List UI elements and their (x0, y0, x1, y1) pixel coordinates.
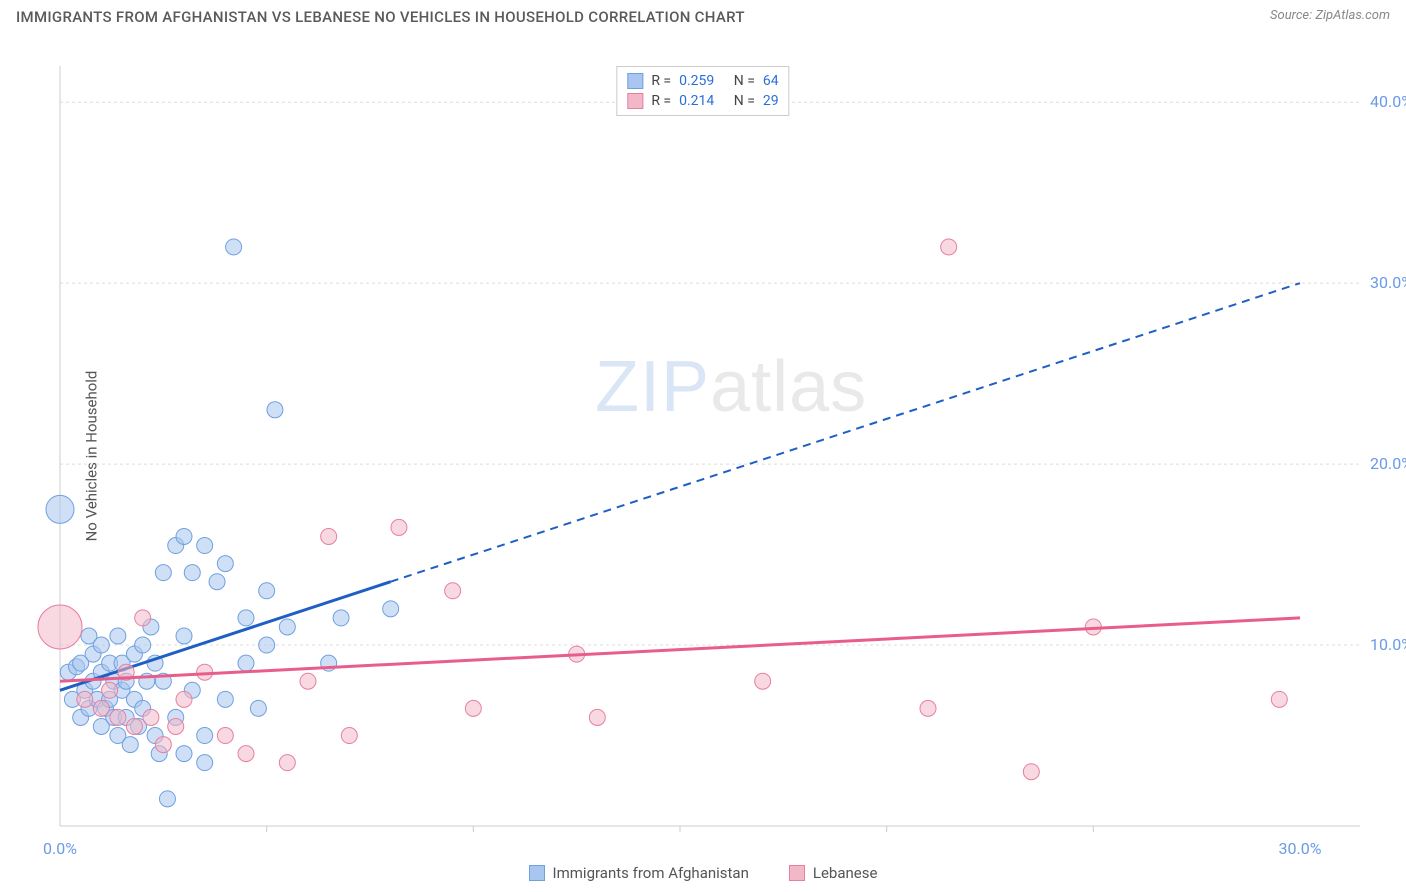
svg-text:10.0%: 10.0% (1370, 635, 1406, 654)
svg-text:30.0%: 30.0% (1279, 839, 1322, 858)
r-label: R = (651, 73, 671, 89)
swatch-lebanese (627, 93, 643, 109)
swatch-afghanistan (627, 73, 643, 89)
svg-text:0.0%: 0.0% (43, 839, 77, 858)
correlation-legend: R = 0.259 N = 64 R = 0.214 N = 29 (616, 66, 789, 116)
n-label: N = (734, 93, 755, 109)
swatch-lebanese (789, 865, 805, 881)
n-value-lebanese: 29 (763, 93, 779, 109)
chart-title: IMMIGRANTS FROM AFGHANISTAN VS LEBANESE … (16, 8, 745, 26)
svg-text:30.0%: 30.0% (1370, 273, 1406, 292)
source-attribution: Source: ZipAtlas.com (1270, 8, 1390, 26)
r-label: R = (651, 93, 671, 109)
legend-item-afghanistan: Immigrants from Afghanistan (529, 864, 749, 882)
series-name-afghanistan: Immigrants from Afghanistan (553, 864, 749, 882)
source-link[interactable]: ZipAtlas.com (1315, 8, 1390, 23)
svg-text:40.0%: 40.0% (1370, 92, 1406, 111)
legend-row-lebanese: R = 0.214 N = 29 (627, 91, 778, 111)
series-name-lebanese: Lebanese (813, 864, 878, 882)
chart-container: No Vehicles in Household ZIPatlas 10.0%2… (0, 26, 1406, 886)
n-value-afghanistan: 64 (763, 73, 779, 89)
header: IMMIGRANTS FROM AFGHANISTAN VS LEBANESE … (0, 0, 1406, 26)
r-value-afghanistan: 0.259 (679, 73, 714, 89)
swatch-afghanistan (529, 865, 545, 881)
r-value-lebanese: 0.214 (679, 93, 714, 109)
scatter-chart: 10.0% 20.0% 30.0% 40.0% 0.0% 30.0% (0, 26, 1406, 886)
n-label: N = (734, 73, 755, 89)
source-label: Source: (1270, 8, 1312, 23)
legend-item-lebanese: Lebanese (789, 864, 878, 882)
legend-row-afghanistan: R = 0.259 N = 64 (627, 71, 778, 91)
svg-text:20.0%: 20.0% (1370, 454, 1406, 473)
series-legend: Immigrants from Afghanistan Lebanese (0, 864, 1406, 882)
